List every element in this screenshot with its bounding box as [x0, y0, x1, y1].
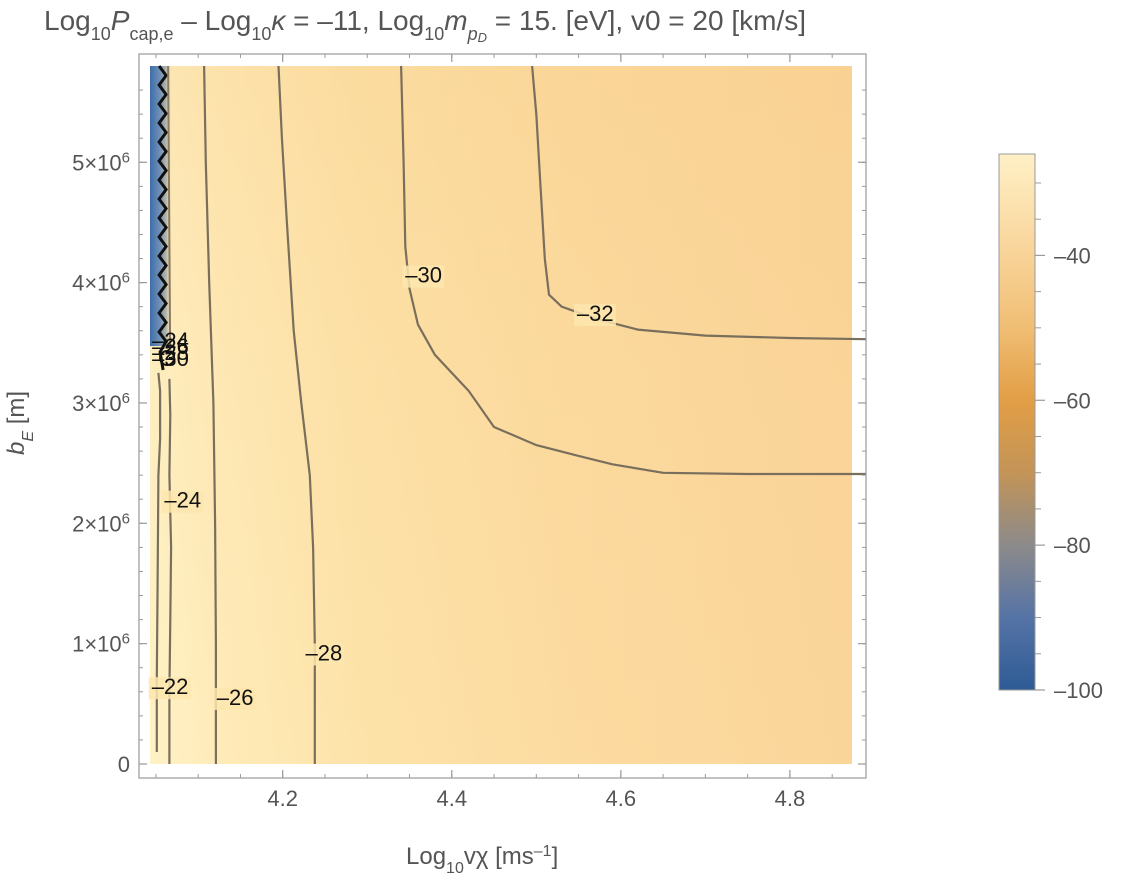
- contour-label-bg: [573, 304, 616, 327]
- x-tick-label: 4.6: [606, 786, 637, 811]
- contour-label-bg: [161, 490, 204, 513]
- contour-label-bg: [213, 688, 256, 710]
- x-axis-ticks: 4.2 4.4 4.6 4.8: [155, 54, 833, 811]
- x-tick-label: 4.2: [267, 786, 298, 811]
- x-tick-label: 4.8: [775, 786, 806, 811]
- contour-label: –30: [152, 346, 189, 371]
- contour-label: –26: [217, 685, 254, 710]
- colorbar-gradient: [998, 153, 1036, 691]
- y-tick-label: 1×106: [72, 630, 130, 657]
- low-value-strip: [150, 66, 172, 346]
- contour-label: –22: [152, 674, 189, 699]
- colorbar-tick-label: –100: [1054, 678, 1103, 703]
- singular-contour-stack: –24–26–28–30: [152, 65, 189, 371]
- contour-label: –24: [152, 328, 189, 353]
- contour-label-bg: [302, 643, 345, 666]
- y-tick-label: 0: [118, 752, 130, 777]
- colorbar: –40 –60 –80 –100: [998, 153, 1103, 703]
- contour-label: –28: [306, 641, 343, 666]
- contour-line: [167, 65, 172, 351]
- contour-label: –30: [405, 263, 442, 288]
- colorbar-tick-label: –60: [1054, 388, 1091, 413]
- y-axis-ticks: 0 1×106 2×106 3×106 4×106 5×106: [72, 89, 866, 777]
- contour-label-bg: [148, 677, 191, 700]
- contour-label: –24: [164, 488, 201, 513]
- contour-lines: [155, 65, 867, 764]
- x-axis-title: Log10vχ [ms–1]: [406, 843, 558, 877]
- y-axis-title: bE [m]: [3, 391, 37, 455]
- y-tick-label: 5×106: [72, 149, 130, 176]
- contour-label: –26: [152, 334, 189, 359]
- y-tick-label: 2×106: [72, 510, 130, 537]
- colorbar-ticks: –40 –60 –80 –100: [1035, 182, 1103, 703]
- contour-label-bg: [402, 265, 445, 288]
- x-tick-label: 4.4: [436, 786, 467, 811]
- y-tick-label: 4×106: [72, 269, 130, 296]
- colorbar-tick-label: –80: [1054, 533, 1091, 558]
- y-tick-label: 3×106: [72, 389, 130, 416]
- contour-label: –32: [577, 301, 614, 326]
- contour-line: [203, 65, 217, 764]
- contour-line: [531, 65, 867, 341]
- contour-line: [277, 65, 316, 764]
- contour-labels: –22–24–26–28–30–32: [148, 263, 616, 710]
- heatmap-shading: [150, 66, 852, 764]
- singular-contour-path: [157, 65, 168, 371]
- heatmap-area: [150, 66, 852, 764]
- plot-frame: [138, 53, 867, 779]
- colorbar-tick-label: –40: [1054, 243, 1091, 268]
- chart-title: Log10Pcap,e – Log10κ = –11, Log10mpD = 1…: [44, 5, 806, 45]
- contour-line: [400, 65, 866, 476]
- singular-contour-cluster: [159, 350, 176, 366]
